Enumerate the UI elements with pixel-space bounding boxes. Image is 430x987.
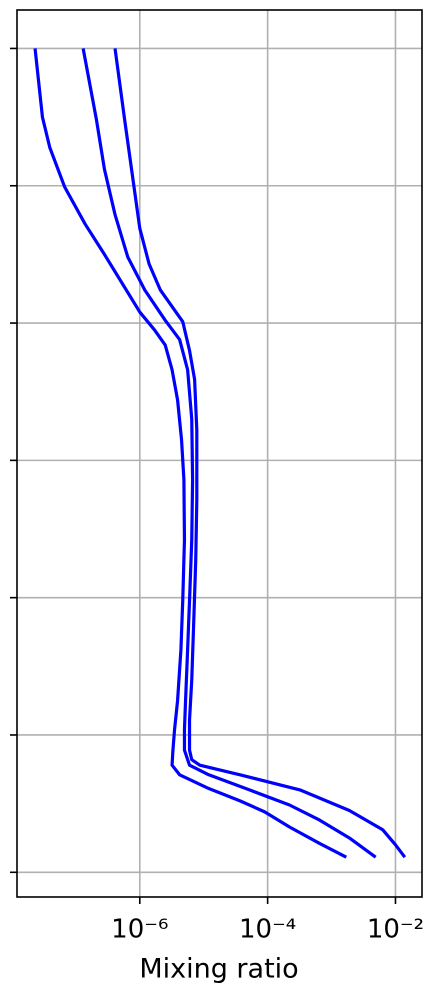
x-tick-label: 10⁻⁴	[239, 915, 296, 945]
profile-line	[113, 48, 407, 859]
profile-line	[33, 48, 348, 859]
x-axis-label: Mixing ratio	[139, 954, 298, 985]
plot-frame	[16, 9, 423, 898]
x-tick-label: 10⁻²	[367, 915, 424, 945]
profile-line	[81, 48, 377, 859]
x-tick-label: 10⁻⁶	[111, 915, 168, 945]
